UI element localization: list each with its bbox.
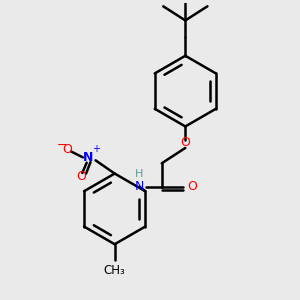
Text: +: + [92, 144, 100, 154]
Text: N: N [135, 180, 144, 193]
Text: O: O [188, 180, 197, 193]
Text: H: H [135, 169, 143, 179]
Text: CH₃: CH₃ [104, 264, 125, 277]
Text: O: O [180, 136, 190, 149]
Text: O: O [63, 143, 73, 157]
Text: O: O [76, 170, 86, 183]
Text: N: N [83, 151, 93, 164]
Text: −: − [56, 139, 67, 152]
